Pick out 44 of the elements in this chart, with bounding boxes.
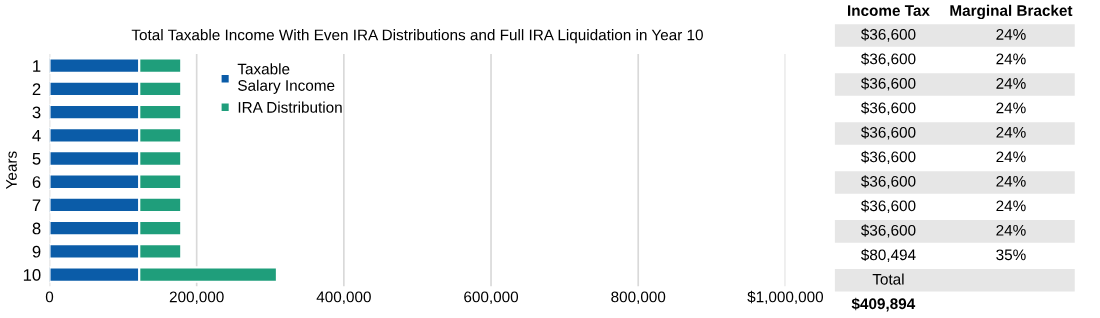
text: $36,600 <box>861 52 916 67</box>
y-tick-label: 1 <box>33 60 41 72</box>
y-tick-label: 6 <box>32 176 41 188</box>
text: 24% <box>996 200 1026 212</box>
x-tick-label: 200,000 <box>169 291 224 305</box>
text: 24% <box>996 126 1026 138</box>
x-tick-label: 0 <box>45 291 54 303</box>
y-tick-label: 2 <box>32 83 41 95</box>
text: $80,494 <box>861 248 916 263</box>
text: 24% <box>996 102 1026 114</box>
text: Marginal Bracket <box>950 4 1073 20</box>
text: $36,600 <box>861 28 916 42</box>
text: $36,600 <box>861 199 916 214</box>
x-tick-label: 400,000 <box>316 291 371 305</box>
text: Total <box>872 273 904 285</box>
text: $36,600 <box>861 150 916 165</box>
text: $409,894 <box>851 297 916 312</box>
x-tick-label: 600,000 <box>464 291 519 305</box>
legend-label: IRA Distribution <box>238 101 342 113</box>
y-tick-label: 9 <box>32 245 41 258</box>
y-axis-title: Years <box>6 151 17 190</box>
text: Income Tax <box>848 5 930 16</box>
legend-label: Taxable Salary Income <box>237 63 335 94</box>
x-tick-label: 800,000 <box>611 291 666 305</box>
y-tick-label: 8 <box>32 222 41 235</box>
y-tick-label: 3 <box>32 106 41 119</box>
text: 24% <box>996 151 1026 163</box>
text: $36,600 <box>861 77 916 91</box>
chart-title: Total Taxable Income With Even IRA Distributions and Full IRA Liquidation in Year 10 <box>131 29 703 44</box>
y-tick-label: 7 <box>32 199 41 211</box>
text: 24% <box>996 224 1026 236</box>
y-tick-label: 5 <box>32 153 41 165</box>
text: 24% <box>996 29 1026 40</box>
text: 24% <box>996 77 1026 89</box>
text: 24% <box>996 53 1026 65</box>
text: $36,600 <box>861 126 916 140</box>
y-tick-label: 4 <box>32 129 41 142</box>
text: $36,600 <box>861 101 916 116</box>
text: $36,600 <box>861 175 916 189</box>
x-tick-label: $1,000,000 <box>747 290 824 305</box>
text: 35% <box>996 249 1026 261</box>
text: $36,600 <box>861 224 916 238</box>
y-tick-label: 10 <box>23 268 41 281</box>
text: 24% <box>996 175 1026 187</box>
